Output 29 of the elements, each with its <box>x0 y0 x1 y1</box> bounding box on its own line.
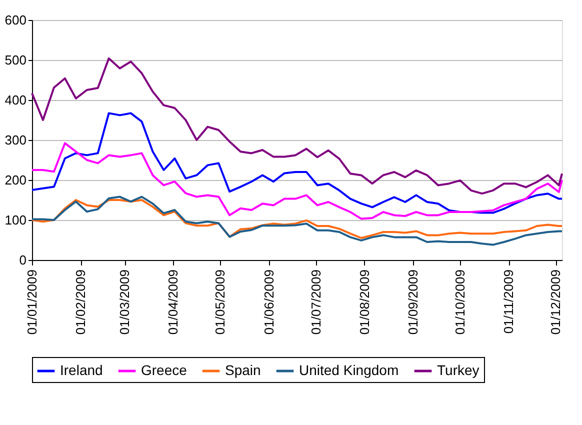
y-tick-label: 500 <box>4 52 26 68</box>
legend-label: Spain <box>225 362 261 378</box>
x-tick-label: 01/06/2009 <box>261 270 276 335</box>
line-series <box>31 57 563 195</box>
legend-label: Greece <box>141 362 188 378</box>
x-tick-label: 01/09/2009 <box>406 270 421 335</box>
legend-label: Turkey <box>437 362 480 378</box>
x-tick-label: 01/05/2009 <box>212 270 228 335</box>
line-series <box>31 112 563 214</box>
x-tick-label: 01/10/2009 <box>452 270 468 335</box>
y-tick-label: 100 <box>4 212 26 228</box>
line-series <box>31 142 563 220</box>
x-tick-label: 01/11/2009 <box>501 270 516 334</box>
x-tick-label: 01/12/2009 <box>548 270 564 335</box>
x-tick-label: 01/01/2009 <box>24 270 40 335</box>
legend-label: Ireland <box>60 362 103 378</box>
y-tick-label: 0 <box>19 252 26 268</box>
x-tick-label: 01/08/2009 <box>356 270 372 335</box>
line-series <box>31 199 563 239</box>
line-series <box>31 196 563 246</box>
y-tick-label: 600 <box>4 12 26 28</box>
y-tick-label: 300 <box>4 132 26 148</box>
x-tick-label: 01/03/2009 <box>117 270 132 335</box>
legend-label: United Kingdom <box>299 362 399 378</box>
y-tick-label: 400 <box>4 92 26 108</box>
x-tick-label: 01/07/2009 <box>308 270 324 335</box>
x-tick-label: 01/04/2009 <box>166 270 181 335</box>
y-tick-label: 200 <box>4 172 26 188</box>
x-tick-label: 01/02/2009 <box>73 270 88 335</box>
